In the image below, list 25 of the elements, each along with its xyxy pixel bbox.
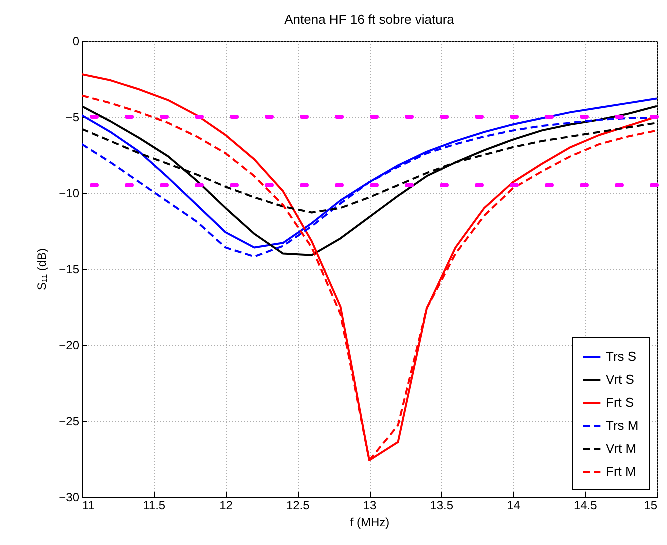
y-tick-label: −25 [59,414,80,428]
legend-label: Vrt S [606,372,635,387]
x-tick-label: 11 [82,498,96,512]
x-tick-label: 12.5 [286,498,310,512]
x-tick-label: 12 [220,498,234,512]
x-tick-label: 13.5 [430,498,454,512]
x-tick-label: 15 [644,498,658,512]
y-tick-label: −30 [59,490,80,504]
legend-label: Frt M [606,464,636,479]
x-tick-label: 14 [507,498,521,512]
x-axis-title: f (MHz) [350,516,390,530]
y-tick-label: −20 [59,338,80,352]
legend-label: Vrt M [606,441,637,456]
y-axis-title: S₁₁ (dB) [35,248,50,291]
legend-label: Trs M [606,418,639,433]
y-tick-label: −15 [59,262,80,276]
legend-label: Trs S [606,349,637,364]
chart-title: Antena HF 16 ft sobre viatura [284,12,456,27]
x-tick-label: 14.5 [574,498,598,512]
x-tick-label: 13 [363,498,377,512]
y-tick-label: −10 [59,186,80,200]
legend-label: Frt S [606,395,634,410]
y-tick-label: 0 [72,34,80,48]
x-tick-label: 11.5 [143,498,166,512]
y-tick-label: −5 [66,110,80,124]
